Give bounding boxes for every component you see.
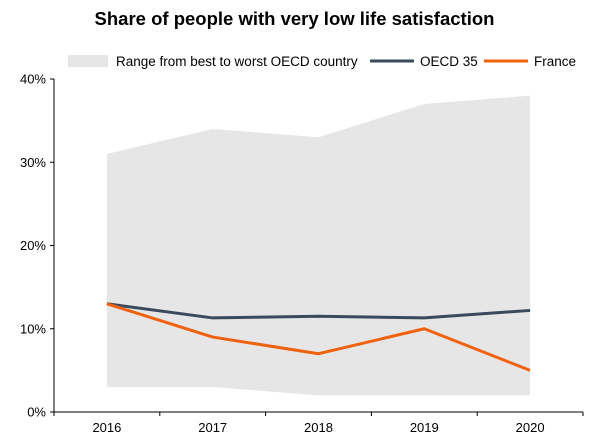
x-tick-label: 2016 [92,420,121,435]
y-tick-label: 30% [20,155,46,170]
legend-label-oecd-35: OECD 35 [420,54,478,69]
series-line-france [106,302,531,372]
x-tick-label: 2019 [410,420,439,435]
y-tick-label: 0% [27,405,46,420]
y-tick-label: 10% [20,321,46,336]
x-tick-label: 2020 [516,420,545,435]
y-tick-label: 40% [20,72,46,87]
chart-title: Share of people with very low life satis… [94,8,495,29]
x-tick-label: 2018 [304,420,333,435]
legend-label-range: Range from best to worst OECD country [116,54,358,69]
legend-label-france: France [534,54,576,69]
range-band-area [106,95,531,396]
x-tick-label: 2017 [198,420,227,435]
y-tick-label: 20% [20,238,46,253]
series-line-oecd-35 [106,302,531,320]
legend-swatch-range [68,55,108,67]
